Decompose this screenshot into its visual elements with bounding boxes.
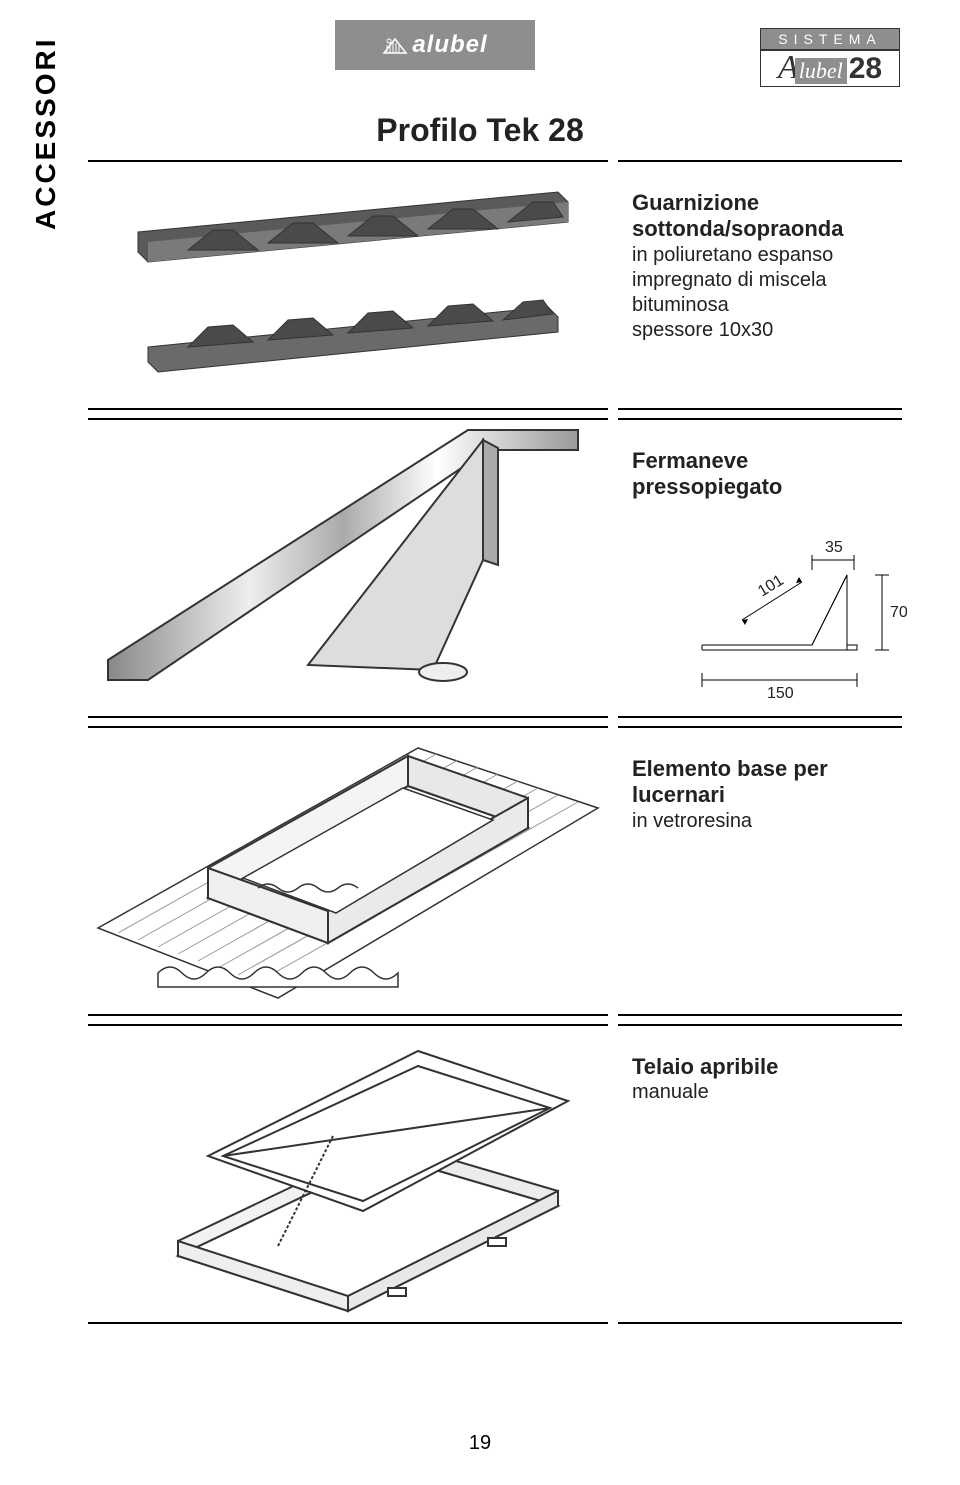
accessory-desc: manuale xyxy=(632,1080,888,1105)
accessory-rows: Guarnizione sottonda/sopraonda in poliur… xyxy=(88,160,902,1332)
sistema-lubel: lubel xyxy=(795,58,847,84)
accessory-illustration xyxy=(88,160,608,410)
accessory-title: Elemento base per lucernari xyxy=(632,756,888,809)
opening-frame-icon xyxy=(88,1026,608,1324)
gasket-icon xyxy=(88,162,608,410)
sistema-label: SISTEMA xyxy=(760,28,900,50)
sistema-brand: A lubel 28 xyxy=(760,50,900,87)
dim-label: 101 xyxy=(755,572,787,601)
accessory-text: Elemento base per lucernari in vetroresi… xyxy=(618,726,902,1016)
dim-label: 70 xyxy=(890,604,908,621)
skylight-base-icon xyxy=(88,728,608,1016)
sistema-num: 28 xyxy=(849,52,882,86)
page-title: Profilo Tek 28 xyxy=(0,112,960,149)
dimension-diagram: 101 35 70 150 xyxy=(682,520,912,700)
accessory-title: Telaio apribile xyxy=(632,1054,888,1080)
accessory-row: Telaio apribile manuale xyxy=(88,1024,902,1324)
dim-label: 35 xyxy=(825,539,843,556)
accessory-row: Fermaneve pressopiegato 101 35 xyxy=(88,418,902,718)
accessory-title: Guarnizione sottonda/sopraonda xyxy=(632,190,888,243)
accessory-illustration xyxy=(88,726,608,1016)
snowguard-icon xyxy=(88,420,608,718)
accessory-text: Guarnizione sottonda/sopraonda in poliur… xyxy=(618,160,902,410)
accessory-desc: in poliuretano espanso impregnato di mis… xyxy=(632,243,888,343)
accessory-row: Guarnizione sottonda/sopraonda in poliur… xyxy=(88,160,902,410)
logo-icon xyxy=(382,35,408,55)
accessory-title: Fermaneve pressopiegato xyxy=(632,448,888,501)
dim-label: 150 xyxy=(767,685,794,700)
brand-logo: alubel xyxy=(335,20,535,70)
header: alubel SISTEMA A lubel 28 xyxy=(0,20,960,90)
accessory-row: Elemento base per lucernari in vetroresi… xyxy=(88,726,902,1016)
page-number: 19 xyxy=(0,1432,960,1455)
sistema-badge: SISTEMA A lubel 28 xyxy=(760,28,900,87)
accessory-illustration xyxy=(88,1024,608,1324)
side-label: ACCESSORI xyxy=(30,37,62,230)
accessory-text: Fermaneve pressopiegato 101 35 xyxy=(618,418,902,718)
accessory-text: Telaio apribile manuale xyxy=(618,1024,902,1324)
accessory-desc: in vetroresina xyxy=(632,809,888,834)
logo-text: alubel xyxy=(412,31,487,59)
accessory-illustration xyxy=(88,418,608,718)
